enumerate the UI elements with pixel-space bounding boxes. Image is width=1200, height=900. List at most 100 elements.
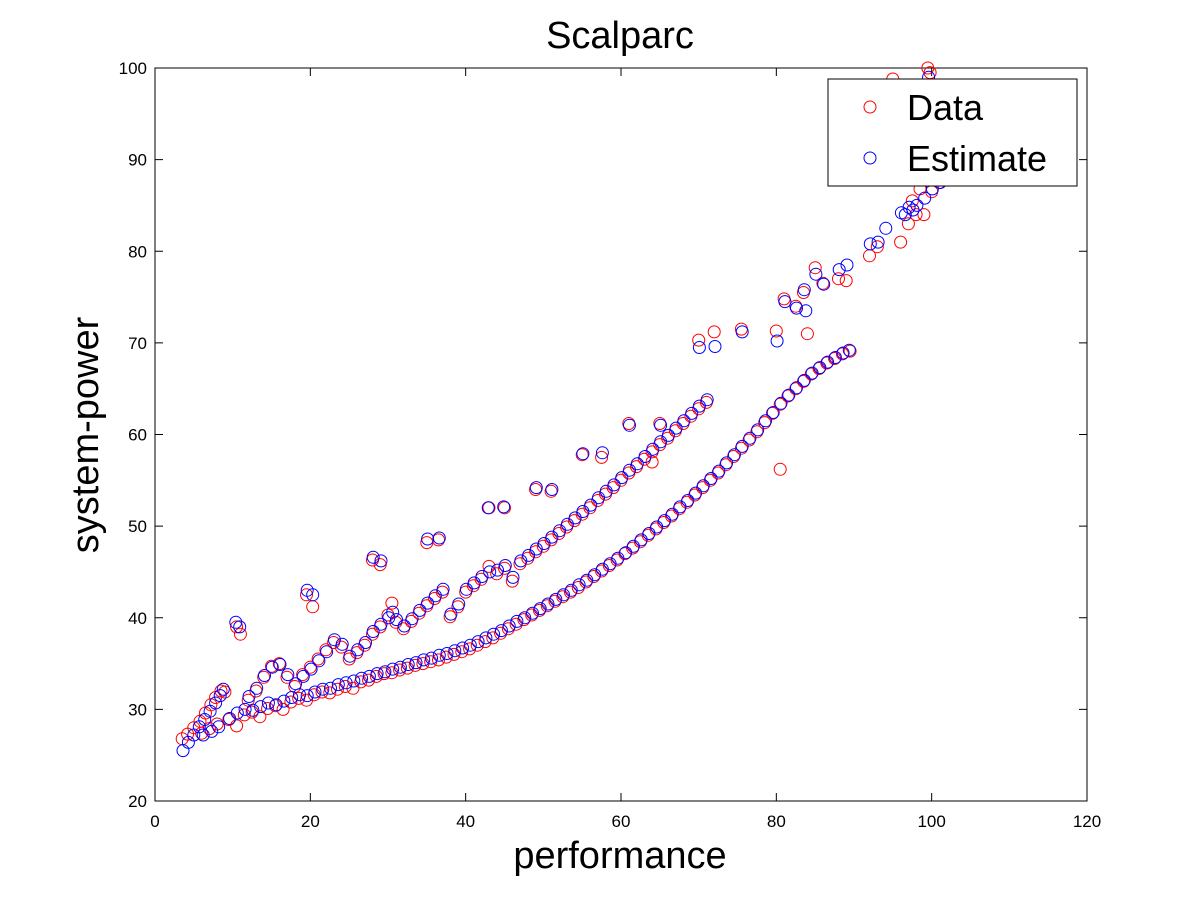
estimate-point — [296, 669, 310, 683]
data-point — [517, 613, 531, 627]
estimate-point — [374, 617, 388, 631]
estimate-point — [233, 620, 247, 634]
estimate-point — [906, 203, 920, 217]
series-estimate — [176, 70, 955, 758]
estimate-point — [212, 720, 226, 734]
estimate-point — [269, 698, 283, 712]
estimate-point — [320, 645, 334, 659]
estimate-point — [782, 388, 796, 402]
estimate-point — [444, 607, 458, 621]
legend: Data Estimate — [827, 78, 1078, 187]
data-point — [905, 194, 919, 208]
estimate-point — [213, 689, 227, 703]
estimate-point — [692, 341, 706, 354]
estimate-point — [386, 662, 400, 676]
estimate-point — [669, 421, 683, 435]
data-point — [839, 274, 853, 288]
data-point — [498, 501, 511, 515]
estimate-point — [898, 208, 912, 222]
estimate-point — [281, 668, 295, 682]
estimate-point — [230, 706, 244, 720]
y-tick-label: 70 — [128, 334, 147, 353]
estimate-point — [452, 597, 466, 611]
data-point — [800, 327, 814, 341]
estimate-point — [432, 531, 446, 545]
data-point — [909, 208, 923, 222]
data-point — [692, 333, 706, 347]
estimate-point — [918, 191, 932, 205]
data-point — [233, 627, 247, 641]
estimate-point — [370, 667, 384, 681]
estimate-point — [626, 539, 640, 553]
estimate-point — [327, 633, 341, 647]
x-tick-label: 80 — [767, 812, 786, 831]
estimate-point — [456, 641, 470, 655]
estimate-point — [475, 570, 489, 583]
estimate-point — [828, 351, 842, 364]
estimate-point — [347, 674, 361, 688]
estimate-point — [797, 283, 811, 297]
data-point — [680, 495, 694, 509]
estimate-point — [258, 669, 271, 682]
estimate-point — [743, 431, 757, 445]
estimate-point — [306, 588, 320, 602]
data-point — [901, 217, 915, 231]
estimate-point — [413, 603, 427, 617]
estimate-point — [366, 550, 380, 564]
estimate-point — [840, 258, 854, 272]
data-point — [482, 501, 496, 515]
y-tick-label: 60 — [128, 426, 147, 445]
data-point — [257, 670, 271, 684]
estimate-point — [584, 498, 598, 512]
data-point — [237, 708, 251, 722]
data-point — [835, 347, 849, 361]
data-point — [781, 389, 795, 403]
data-point — [816, 276, 830, 290]
estimate-point — [778, 295, 792, 309]
estimate-point — [479, 631, 493, 645]
estimate-point — [871, 235, 885, 249]
estimate-point — [343, 649, 357, 663]
x-axis-title: performance — [513, 835, 726, 877]
estimate-point — [312, 654, 326, 668]
data-point — [773, 462, 787, 476]
estimate-point — [689, 486, 703, 500]
data-point — [843, 344, 857, 358]
estimate-point — [766, 406, 780, 419]
legend-label-data: Data — [907, 87, 984, 128]
estimate-point — [374, 554, 388, 568]
y-tick-label: 100 — [119, 59, 147, 78]
data-point — [525, 608, 539, 622]
estimate-point — [692, 399, 706, 413]
data-point — [773, 397, 787, 411]
estimate-point — [250, 681, 264, 695]
estimate-point — [836, 346, 850, 360]
estimate-point — [526, 606, 539, 620]
data-point — [564, 585, 577, 599]
estimate-point — [751, 423, 765, 437]
estimate-point — [576, 447, 590, 461]
x-tick-label: 100 — [917, 812, 945, 831]
estimate-point — [366, 625, 380, 638]
estimate-point — [646, 442, 660, 456]
data-point — [323, 686, 337, 700]
estimate-point — [421, 596, 435, 610]
estimate-point — [821, 355, 835, 369]
estimate-point — [677, 414, 691, 428]
estimate-point — [300, 689, 314, 703]
estimate-point — [661, 428, 675, 442]
estimate-point — [799, 304, 813, 318]
estimate-point — [599, 484, 613, 498]
data-points — [175, 61, 955, 758]
estimate-point — [545, 530, 559, 544]
data-point — [832, 272, 845, 286]
estimate-point — [471, 635, 485, 649]
legend-marker-data — [863, 100, 877, 114]
data-point — [261, 702, 275, 715]
estimate-point — [842, 343, 856, 357]
estimate-point — [720, 456, 734, 470]
estimate-point — [553, 524, 567, 538]
data-point — [276, 702, 290, 716]
y-tick-label: 30 — [128, 700, 147, 719]
estimate-point — [289, 677, 303, 691]
